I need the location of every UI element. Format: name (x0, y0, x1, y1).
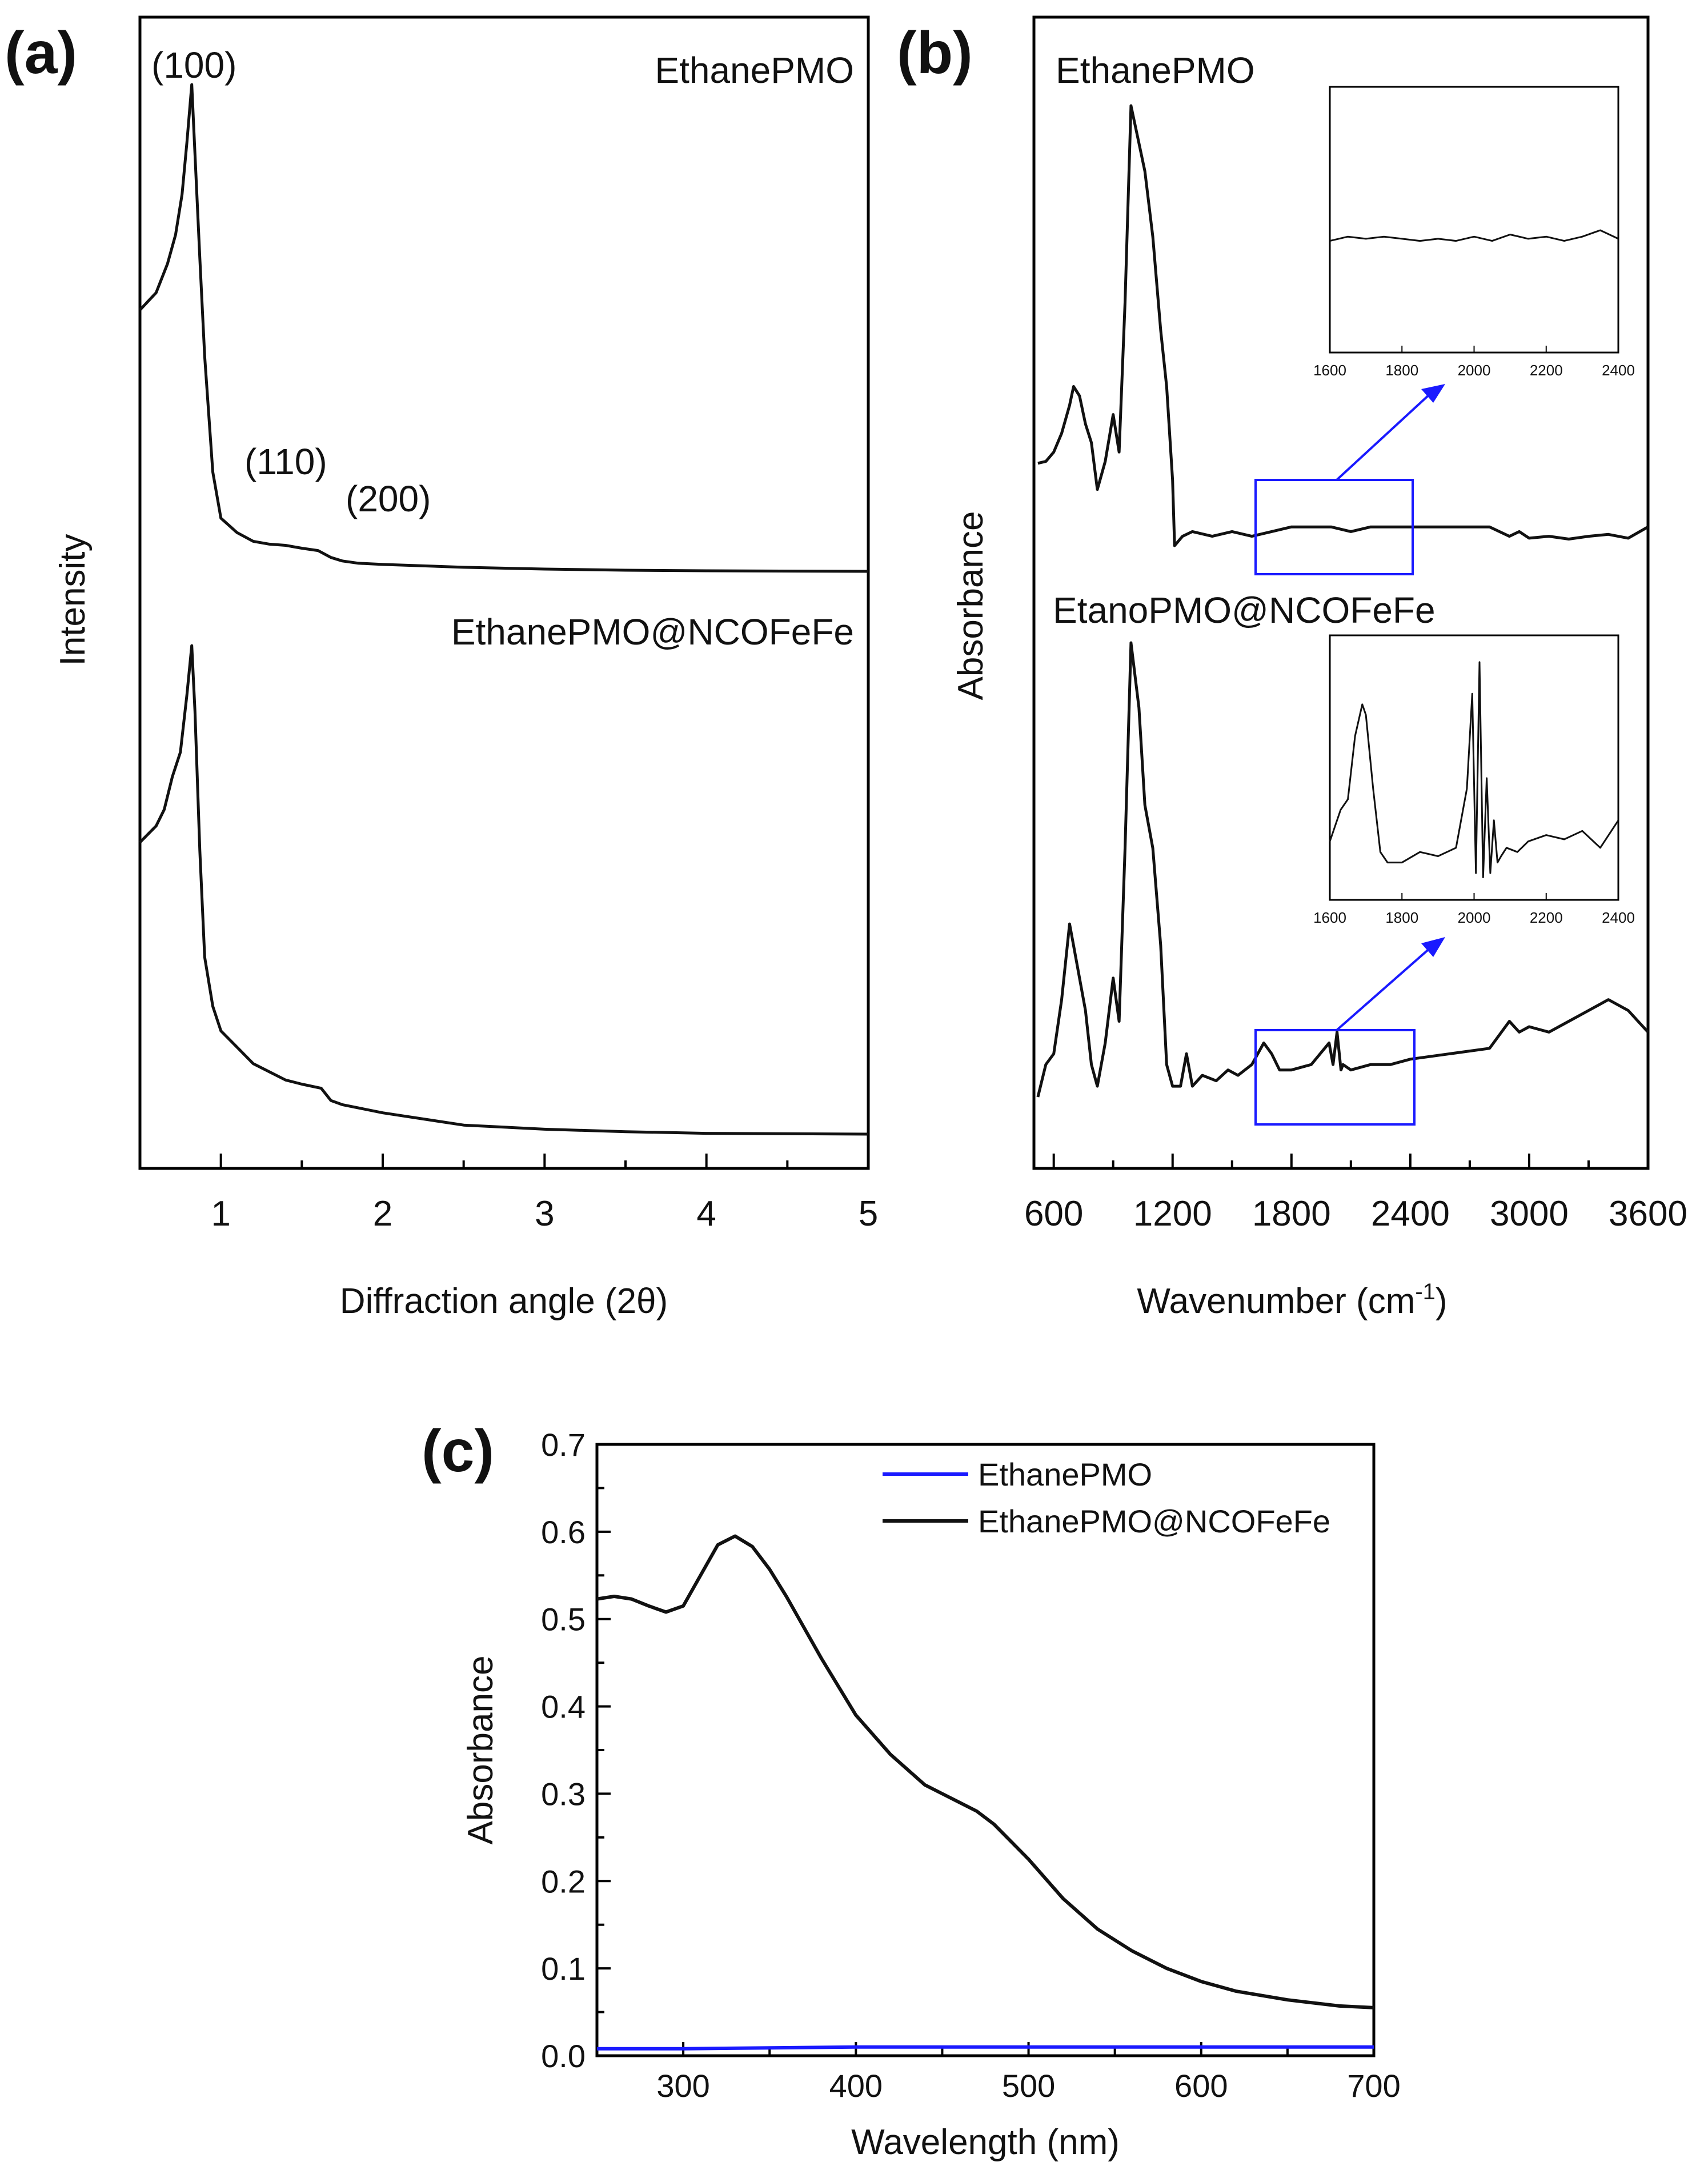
legend-label-ethanepmo: EthanePMO (978, 1456, 1152, 1492)
panel-c-y-tick-label: 0.3 (541, 1776, 586, 1812)
inset-x-tick-label: 1600 (1313, 362, 1346, 379)
inset-line (1329, 229, 1619, 242)
panel-c-x-tick-label: 500 (1002, 2068, 1055, 2104)
zoom-box-bottom (1254, 1029, 1416, 1126)
panel-b-line-ethanepmo (1037, 104, 1649, 547)
panel-a-y-axis-label: Intensity (53, 534, 93, 666)
panel-c-x-tick-label: 400 (829, 2068, 883, 2104)
panel-a-x-axis-label: Diffraction angle (2θ) (340, 1282, 668, 1321)
panel-a-line-ethanepmo (139, 83, 869, 573)
panel-a-x-tick-label: 2 (373, 1194, 392, 1234)
panel-c-y-axis-label: Absorbance (461, 1656, 500, 1845)
panel-b-x-tick-label: 3000 (1490, 1194, 1569, 1234)
inset-line (1329, 661, 1619, 878)
panel-c-y-tick-label: 0.4 (541, 1689, 586, 1725)
panel-b-series (1036, 104, 1649, 1098)
peak-label-100: (100) (151, 45, 236, 86)
inset-x-tick-label: 2000 (1458, 909, 1491, 926)
peak-label-110: (110) (244, 441, 327, 482)
zoom-arrow-top-head (1421, 384, 1445, 403)
zoom-arrow-bottom-head (1421, 937, 1445, 957)
panel-a-label: (a) (5, 20, 77, 86)
panel-c-y-tick-label: 0.0 (541, 2038, 586, 2074)
zoom-arrow-bottom (1336, 946, 1432, 1031)
panel-b-y-axis-label: Absorbance (951, 511, 991, 700)
panel-b-x-tick-label: 2400 (1371, 1194, 1450, 1234)
panel-a-line-ncofefe (139, 644, 869, 1136)
peak-label-200: (200) (346, 478, 431, 519)
panel-c: (c) 300 400 500 600 700 0.0 0.1 0.2 0.3 0.4 0.5 0.6… (422, 1418, 1401, 2162)
panel-a-series-label-ncofefe: EthanePMO@NCOFeFe (451, 611, 854, 652)
panel-c-y-tick-label: 0.7 (541, 1427, 586, 1463)
panel-c-label: (c) (422, 1418, 494, 1484)
inset-x-tick-label: 2400 (1602, 362, 1635, 379)
panel-c-y-tick-label: 0.5 (541, 1602, 586, 1637)
panel-b-x-tick-label: 600 (1024, 1194, 1083, 1234)
panel-b-x-ticks (1052, 1154, 1649, 1168)
inset-top-plot: 1600 1800 2000 2200 2400 (1313, 229, 1635, 379)
inset-x-tick-label: 2200 (1530, 362, 1563, 379)
panel-b-x-axis-label-end: ) (1436, 1282, 1448, 1321)
panel-b-series-label-ethanepmo: EthanePMO (1056, 50, 1255, 91)
panel-b-frame (1032, 15, 1650, 1170)
panel-c-series (596, 1534, 1374, 2051)
panel-b-x-tick-labels: 600 1200 1800 2400 3000 3600 (1024, 1194, 1687, 1234)
panel-c-y-tick-label: 0.6 (541, 1514, 586, 1550)
panel-a: (a) 1 2 3 4 5 EthanePMO EthanePMO@NCOFeFe (1… (5, 15, 878, 1321)
panel-c-line-ethanepmo (597, 2045, 1374, 2051)
inset-x-tick-label: 2400 (1602, 909, 1635, 926)
legend-label-ncofefe: EthanePMO@NCOFeFe (978, 1503, 1330, 1539)
panel-a-series-label-ethanepmo: EthanePMO (655, 50, 854, 91)
zoom-arrow-top (1336, 392, 1432, 481)
panel-b-x-axis-label: Wavenumber (cm-1) (1137, 1279, 1447, 1321)
panel-c-x-tick-label: 700 (1347, 2068, 1400, 2104)
panel-b-x-tick-label: 1200 (1133, 1194, 1212, 1234)
panel-b-x-axis-label-sup: -1 (1415, 1279, 1436, 1304)
panel-b-x-axis-label-main: Wavenumber (cm (1137, 1282, 1415, 1321)
panel-b-x-tick-label: 3600 (1609, 1194, 1687, 1234)
panel-a-x-tick-label: 3 (535, 1194, 554, 1234)
panel-b: (b) 600 1200 1800 2400 3000 3600 EthanePMO Et… (897, 15, 1687, 1321)
panel-a-x-tick-label: 5 (859, 1194, 878, 1234)
panel-a-x-tick-labels: 1 2 3 4 5 (211, 1194, 878, 1234)
panel-b-x-tick-label: 1800 (1252, 1194, 1331, 1234)
panel-a-frame (138, 15, 870, 1170)
panel-c-x-axis-label: Wavelength (nm) (851, 2123, 1120, 2162)
panel-c-line-ncofefe (596, 1534, 1374, 2009)
panel-a-x-tick-label: 4 (696, 1194, 716, 1234)
inset-x-tick-label: 1800 (1385, 362, 1418, 379)
inset-x-tick-label: 1600 (1313, 909, 1346, 926)
zoom-box-top (1254, 479, 1414, 575)
inset-x-tick-label: 1800 (1385, 909, 1418, 926)
panel-c-ticks: 300 400 500 600 700 0.0 0.1 0.2 0.3 0.4 0.5 0.6 0.7 (541, 1427, 1401, 2104)
panel-a-x-tick-label: 1 (211, 1194, 230, 1234)
panel-c-y-tick-label: 0.1 (541, 1951, 586, 1987)
panel-c-x-tick-label: 300 (656, 2068, 709, 2104)
panel-c-x-tick-label: 600 (1174, 2068, 1228, 2104)
panel-c-legend: EthanePMO EthanePMO@NCOFeFe (883, 1456, 1330, 1539)
inset-bottom-plot: 1600 1800 2000 2200 2400 (1313, 661, 1635, 926)
inset-top-frame (1329, 86, 1619, 354)
inset-x-tick-label: 2000 (1458, 362, 1491, 379)
panel-a-series (139, 83, 869, 1136)
panel-c-y-tick-label: 0.2 (541, 1863, 586, 1899)
panel-b-series-label-ncofefe: EtanoPMO@NCOFeFe (1053, 590, 1436, 631)
panel-b-line-ncofefe (1036, 641, 1649, 1098)
inset-x-tick-label: 2200 (1530, 909, 1563, 926)
panel-b-label: (b) (897, 20, 973, 86)
panel-a-x-ticks (139, 1154, 869, 1168)
